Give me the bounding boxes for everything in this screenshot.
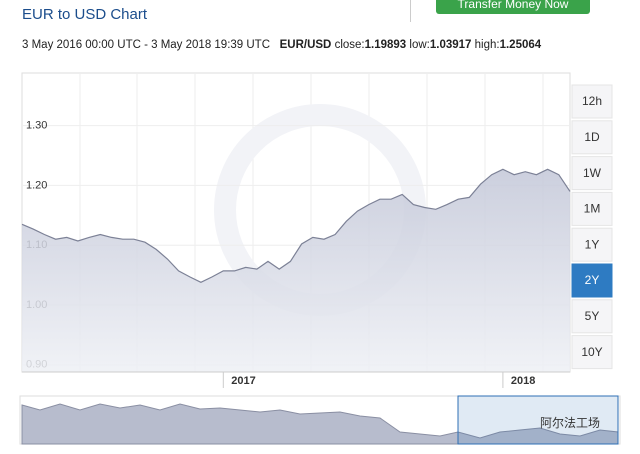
range-button[interactable] bbox=[571, 191, 613, 226]
low-label: low: bbox=[409, 39, 430, 51]
close-value: 1.19893 bbox=[364, 39, 407, 51]
range-button[interactable] bbox=[571, 120, 613, 155]
range-button-label[interactable]: 1M bbox=[584, 202, 601, 216]
line bbox=[21, 168, 571, 283]
range-button[interactable] bbox=[571, 156, 613, 191]
transfer-button[interactable]: Transfer Money Now bbox=[436, 0, 590, 14]
range-button[interactable] bbox=[571, 227, 613, 262]
range-button-label[interactable]: 12h bbox=[582, 94, 602, 108]
chart-title: EUR to USD Chart bbox=[22, 6, 148, 23]
info-line: 3 May 2016 00:00 UTC - 3 May 2018 19:39 … bbox=[22, 39, 541, 51]
watermark: 阿尔法工场 bbox=[540, 415, 600, 430]
area bbox=[22, 169, 570, 372]
range-button[interactable] bbox=[571, 335, 613, 370]
navigator-window[interactable] bbox=[457, 395, 619, 445]
divider bbox=[410, 0, 411, 22]
range-button[interactable] bbox=[571, 263, 613, 298]
range-button[interactable] bbox=[571, 299, 613, 334]
x-tick-label: 2018 bbox=[511, 375, 535, 387]
low-value: 1.03917 bbox=[429, 39, 472, 51]
range-button-label[interactable]: 5Y bbox=[585, 309, 600, 323]
range-button-label[interactable]: 1D bbox=[584, 130, 600, 144]
y-tick-label: 1.20 bbox=[26, 179, 47, 191]
range-button-label[interactable]: 1Y bbox=[585, 237, 600, 251]
close-label: close: bbox=[334, 39, 365, 51]
pair: EUR/USD bbox=[279, 39, 332, 51]
y-tick-label: 1.30 bbox=[26, 120, 47, 132]
high-value: 1.25064 bbox=[499, 39, 542, 51]
range-button[interactable] bbox=[571, 84, 613, 119]
range-button-label[interactable]: 10Y bbox=[581, 345, 602, 359]
range-button-label[interactable]: 1W bbox=[583, 166, 602, 180]
high-label: high: bbox=[474, 39, 500, 51]
date-range: 3 May 2016 00:00 UTC - 3 May 2018 19:39 … bbox=[22, 39, 271, 51]
navigator-area bbox=[21, 403, 619, 445]
range-button-label[interactable]: 2Y bbox=[585, 273, 600, 287]
x-tick-label: 2017 bbox=[231, 375, 255, 387]
